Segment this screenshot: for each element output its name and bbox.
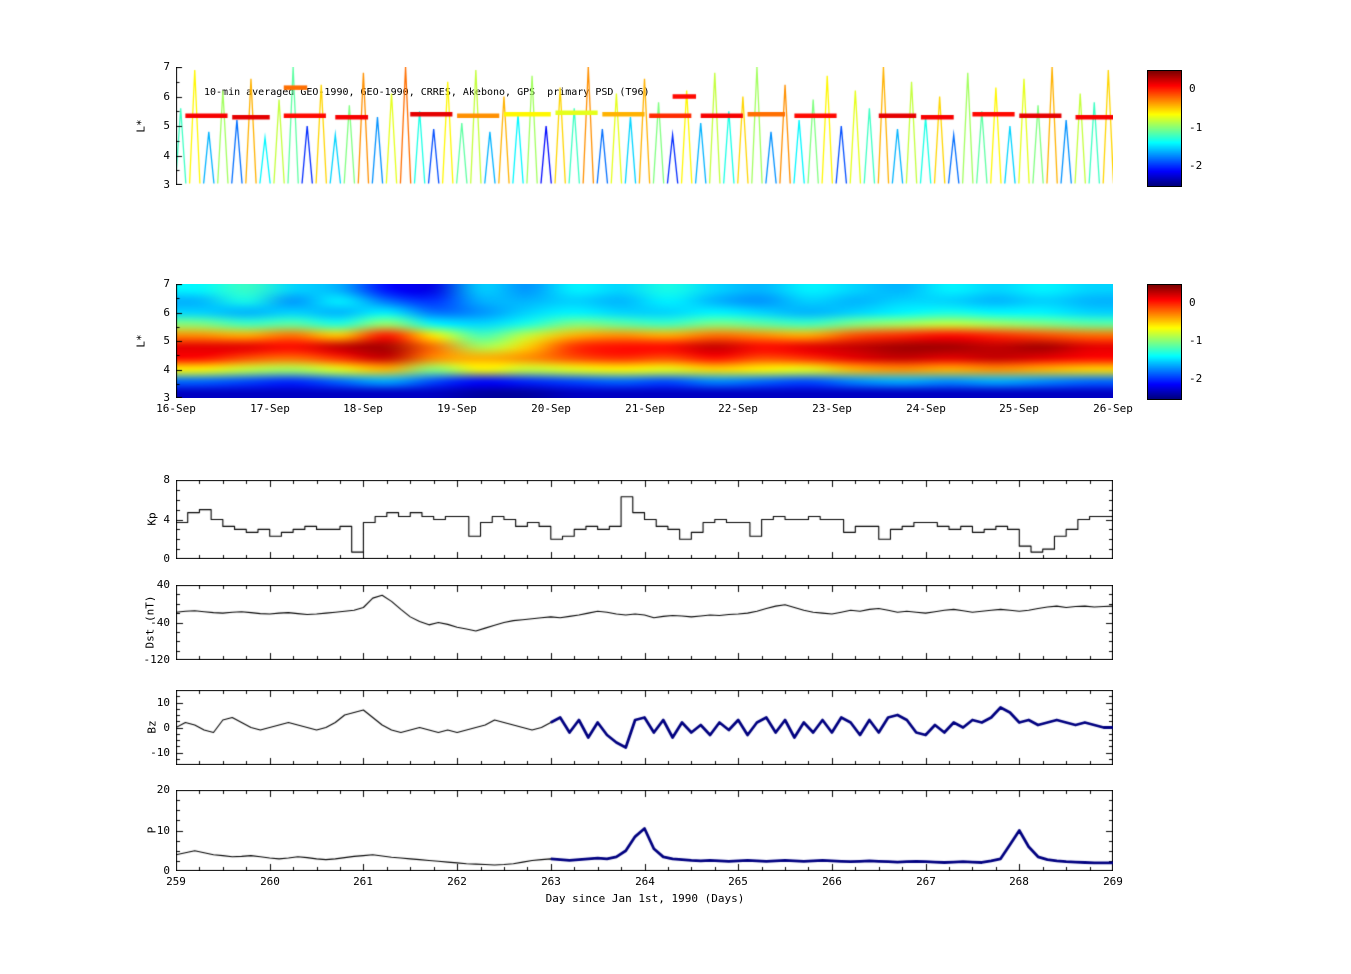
y-tick-label: -40: [150, 616, 170, 629]
y-tick-label: 7: [163, 60, 170, 73]
y-tick-label: 8: [163, 473, 170, 486]
y-tick-label: 5: [163, 334, 170, 347]
x-tick-label-day: 261: [353, 875, 373, 888]
y-tick-label: -10: [150, 746, 170, 759]
colorbar-tick-label: 0: [1189, 82, 1196, 95]
x-tick-label-day: 260: [260, 875, 280, 888]
x-tick-label-date: 17-Sep: [250, 402, 290, 415]
y-tick-label: 0: [163, 552, 170, 565]
x-tick-label-day: 269: [1103, 875, 1123, 888]
colorbar-tick-label: -1: [1189, 334, 1203, 347]
y-tick-label: 4: [163, 363, 170, 376]
y-tick-label: 4: [163, 513, 170, 526]
x-tick-label-day: 259: [166, 875, 186, 888]
x-tick-label-day: 264: [635, 875, 655, 888]
x-tick-label-day: 262: [447, 875, 467, 888]
x-tick-label-day: 263: [541, 875, 561, 888]
x-tick-label-day: 266: [822, 875, 842, 888]
x-tick-label-day: 265: [728, 875, 748, 888]
colorbar-tick-label: -1: [1189, 121, 1203, 134]
x-tick-label-date: 18-Sep: [343, 402, 383, 415]
bz-canvas: [176, 690, 1113, 765]
colorbar-tick-label: -2: [1189, 372, 1203, 385]
x-tick-label-day: 267: [916, 875, 936, 888]
x-tick-label-date: 24-Sep: [906, 402, 946, 415]
colorbar-tick-label: 0: [1189, 296, 1196, 309]
p-canvas: [176, 790, 1113, 871]
colorbar-top: [1147, 70, 1182, 187]
x-tick-label-date: 25-Sep: [999, 402, 1039, 415]
x-tick-label-date: 23-Sep: [812, 402, 852, 415]
x-tick-label-date: 21-Sep: [625, 402, 665, 415]
psd-heatmap-canvas: [176, 284, 1113, 398]
dst-canvas: [176, 585, 1113, 660]
y-tick-label: 20: [156, 783, 170, 796]
x-tick-label-date: 19-Sep: [437, 402, 477, 415]
colorbar-tick-label: -2: [1189, 159, 1203, 172]
y-tick-label: 6: [163, 306, 170, 319]
y-tick-label: 0: [163, 721, 170, 734]
colorbar-bottom: [1147, 284, 1182, 400]
x-axis-label: Day since Jan 1st, 1990 (Days): [545, 892, 745, 905]
x-tick-label-date: 26-Sep: [1093, 402, 1133, 415]
y-tick-label: 6: [163, 90, 170, 103]
y-tick-label: 7: [163, 277, 170, 290]
y-tick-label: -120: [143, 653, 171, 666]
y-tick-label: 3: [163, 178, 170, 191]
y-tick-label: 5: [163, 119, 170, 132]
y-tick-label: 40: [156, 578, 170, 591]
y-tick-label: 4: [163, 149, 170, 162]
y-tick-label: 10: [156, 696, 170, 709]
x-tick-label-day: 268: [1009, 875, 1029, 888]
y-tick-label: 10: [156, 824, 170, 837]
x-tick-label-date: 16-Sep: [156, 402, 196, 415]
y-tick-label: 3: [163, 391, 170, 404]
kp-canvas: [176, 480, 1113, 559]
x-tick-label-date: 22-Sep: [718, 402, 758, 415]
x-tick-label-date: 20-Sep: [531, 402, 571, 415]
psd-scatter-canvas: [176, 67, 1113, 185]
y-tick-label: 0: [163, 864, 170, 877]
